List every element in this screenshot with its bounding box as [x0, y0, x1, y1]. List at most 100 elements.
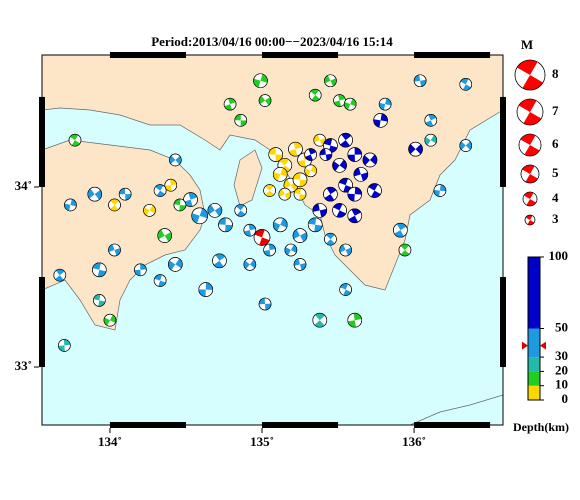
frame-bar	[262, 52, 339, 58]
ball-edge	[520, 164, 540, 184]
ball-quadrant	[259, 95, 266, 105]
event	[58, 339, 71, 352]
ball-quadrant	[433, 189, 440, 197]
ball-quadrant	[299, 179, 307, 187]
event	[173, 198, 187, 212]
event	[332, 158, 347, 173]
ball-quadrant	[459, 141, 466, 150]
ball-edge	[308, 88, 322, 102]
ball-edge	[332, 203, 347, 218]
ball-quadrant	[400, 243, 410, 250]
ball-quadrant	[354, 147, 362, 155]
ball-quadrant	[460, 78, 469, 85]
ball-quadrant	[362, 155, 370, 166]
ball-edge	[108, 243, 121, 257]
ball-quadrant	[157, 229, 165, 240]
ball-quadrant	[170, 179, 177, 186]
event	[307, 217, 323, 233]
depth-label: Depth(km)	[513, 420, 569, 434]
ball-quadrant	[284, 191, 291, 200]
event	[343, 97, 357, 111]
ball-quadrant	[324, 75, 331, 84]
ball-quadrant	[265, 303, 272, 310]
ball-edge	[253, 229, 271, 246]
depth-tick-label: 20	[555, 362, 568, 377]
ball-quadrant	[524, 145, 540, 157]
ball-edge	[304, 164, 317, 178]
event	[168, 257, 183, 272]
event	[64, 198, 77, 212]
ball-quadrant	[311, 95, 320, 102]
ball-quadrant	[155, 184, 164, 191]
ball-edge	[169, 153, 182, 167]
event	[424, 133, 438, 147]
ball-quadrant	[55, 275, 64, 282]
event	[191, 207, 208, 225]
ball-quadrant	[332, 161, 340, 172]
ball-edge	[459, 78, 473, 91]
ball-edge	[143, 204, 156, 217]
ball-quadrant	[396, 223, 407, 231]
ball-edge	[68, 133, 82, 147]
ball-quadrant	[218, 217, 226, 225]
magnitude-legend-label: 6	[552, 136, 559, 151]
ball-edge	[58, 339, 71, 352]
ball-quadrant	[525, 215, 533, 220]
frame-bar	[414, 52, 491, 58]
event	[223, 97, 237, 111]
event	[157, 228, 173, 243]
ball-quadrant	[63, 339, 71, 346]
ball-quadrant	[278, 188, 285, 197]
event	[408, 141, 423, 157]
ball-edge	[64, 198, 77, 212]
frame-bar	[414, 422, 491, 428]
ball-quadrant	[225, 224, 233, 232]
ball-quadrant	[439, 184, 446, 192]
event	[263, 243, 276, 257]
ball-quadrant	[324, 194, 335, 202]
ball-quadrant	[368, 183, 379, 191]
ball-edge	[207, 203, 223, 218]
ball-edge	[339, 283, 352, 296]
ball-edge	[263, 184, 276, 197]
event	[243, 223, 257, 237]
event	[292, 228, 308, 243]
ball-quadrant	[385, 98, 392, 106]
ball-quadrant	[103, 317, 110, 326]
ball-quadrant	[119, 188, 126, 195]
mainshock	[253, 229, 271, 246]
ball-edge	[153, 184, 167, 197]
event	[323, 186, 338, 202]
ball-quadrant	[94, 189, 102, 200]
magnitude-legend-ball	[518, 133, 542, 157]
ball-edge	[347, 312, 363, 328]
event	[169, 153, 182, 167]
ball-edge	[343, 97, 357, 111]
event	[164, 178, 178, 192]
ball-quadrant	[70, 199, 77, 207]
ball-edge	[347, 147, 363, 162]
event	[433, 184, 447, 197]
magnitude-legend-title: M	[521, 37, 533, 52]
ball-quadrant	[414, 74, 421, 82]
ball-edge	[157, 228, 173, 243]
ball-quadrant	[265, 184, 274, 191]
ball-quadrant	[300, 232, 308, 242]
ball-quadrant	[134, 269, 141, 276]
event	[459, 78, 473, 91]
ball-edge	[268, 147, 283, 162]
ball-quadrant	[205, 282, 213, 290]
ball-quadrant	[526, 199, 537, 207]
ball-quadrant	[243, 260, 250, 270]
magnitude-legend-label: 8	[552, 66, 559, 81]
ball-quadrant	[326, 239, 335, 246]
event	[313, 133, 327, 147]
ball-edge	[164, 178, 178, 192]
ball-quadrant	[294, 188, 302, 195]
event	[353, 167, 369, 182]
ball-quadrant	[347, 193, 355, 202]
ball-edge	[353, 167, 369, 182]
ball-quadrant	[58, 345, 65, 352]
event	[68, 133, 82, 147]
event	[92, 262, 107, 278]
